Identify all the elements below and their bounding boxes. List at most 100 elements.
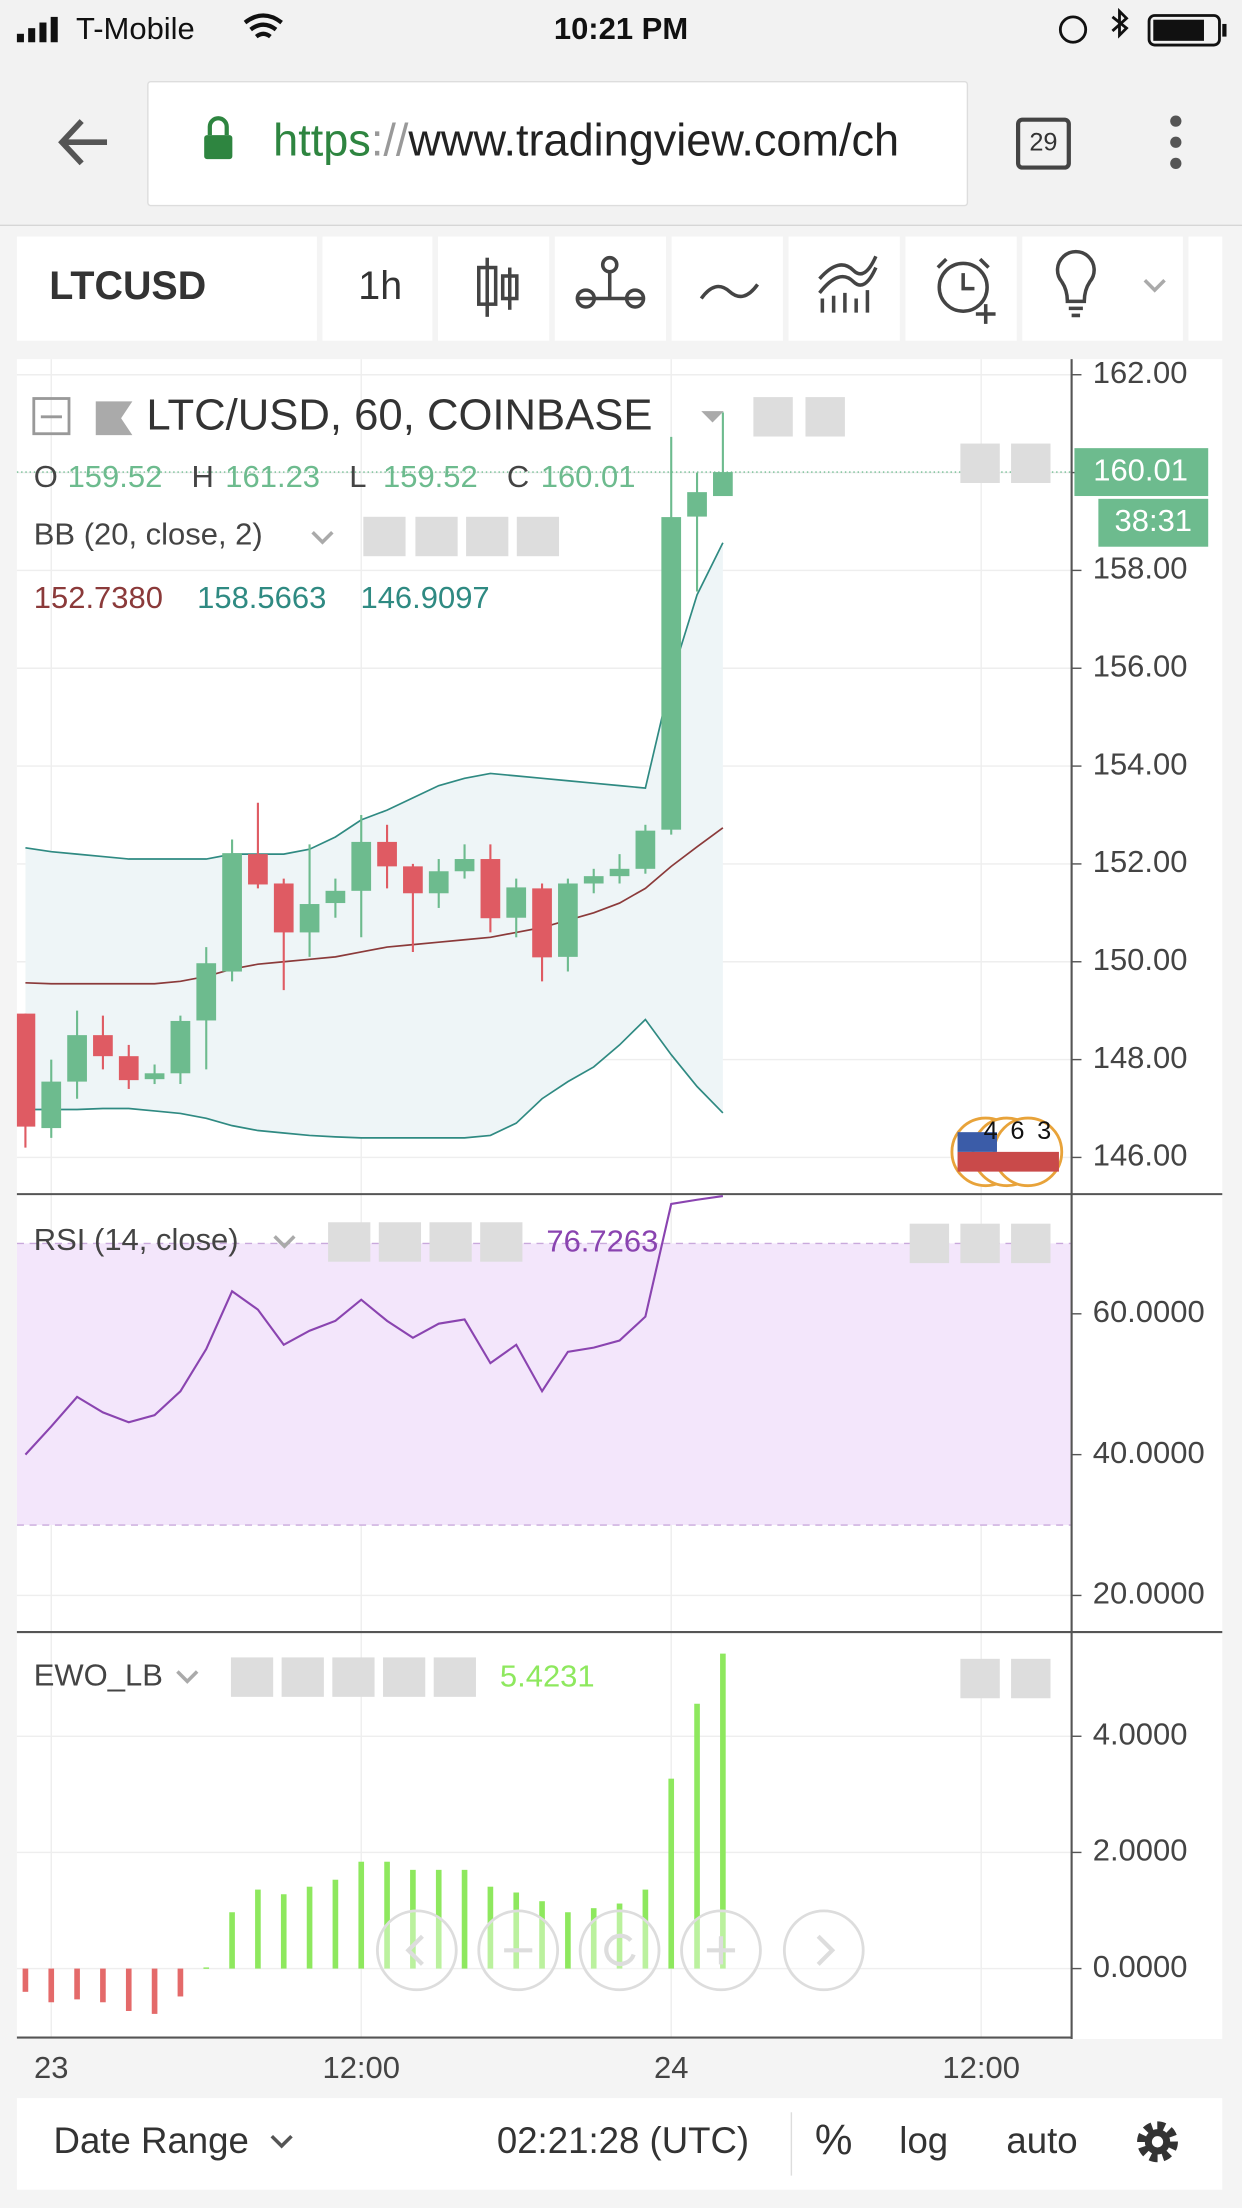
clock: 10:21 PM	[554, 11, 688, 46]
ewo-bar	[280, 1894, 287, 1969]
ohlc-value: 160.01	[541, 459, 636, 494]
ohlc-value: 159.52	[68, 459, 163, 494]
candle-body	[16, 1013, 36, 1127]
menu-button[interactable]	[1170, 115, 1182, 169]
last-price-box	[1074, 448, 1209, 497]
bb-value: 158.5663	[197, 580, 326, 615]
candle-body	[583, 876, 604, 884]
navigation-buttons[interactable]	[375, 1909, 865, 1992]
url-box[interactable]	[147, 80, 969, 207]
bb-lower	[25, 1018, 724, 1139]
battery-tip	[1222, 23, 1227, 37]
ohlc-key: L	[349, 459, 366, 494]
ewo-bar	[461, 1869, 468, 1969]
wifi-icon	[243, 13, 283, 39]
candle-body	[93, 1035, 113, 1057]
ohlc-value: 159.52	[383, 459, 478, 494]
percent-toggle[interactable]: %	[815, 2116, 853, 2163]
lock-rotation-icon	[1058, 15, 1088, 44]
chart-area	[16, 359, 1223, 2040]
candle-body	[273, 883, 294, 933]
ewo-bar	[332, 1879, 339, 1969]
settings-button[interactable]	[1137, 2121, 1178, 2163]
ewo-bar	[255, 1889, 261, 1969]
url-host: www.tradingview.com/ch	[407, 115, 899, 166]
toolbar-icons[interactable]	[477, 249, 1166, 324]
log-toggle[interactable]: log	[899, 2120, 948, 2161]
ewo-bar	[229, 1912, 235, 1969]
candle-body	[41, 1081, 62, 1129]
countdown: 38:31	[1115, 503, 1193, 538]
ewo-bar	[100, 1968, 106, 2003]
x-tick-label: 23	[34, 2050, 68, 2085]
rsi-line	[24, 1195, 724, 1456]
ewo-bar	[694, 1703, 700, 1969]
y-tick-label: 156.00	[1093, 648, 1188, 683]
bb-value: 146.9097	[360, 580, 489, 615]
y-tick-label: 148.00	[1093, 1040, 1188, 1075]
x-tick-label: 24	[654, 2050, 688, 2085]
ewo-bar	[435, 1869, 442, 1969]
date-range-arrow	[270, 2134, 293, 2149]
battery	[1147, 14, 1221, 47]
battery-level	[1153, 19, 1204, 41]
ewo-bar	[22, 1968, 29, 1992]
ewo-bar	[539, 1901, 545, 1969]
y-tick-label: 162.00	[1093, 355, 1188, 390]
flag-canton	[957, 1132, 997, 1152]
back-button[interactable]	[58, 119, 108, 166]
candle-body	[67, 1035, 87, 1082]
collapse-button[interactable]	[32, 397, 71, 436]
ewo-bar	[513, 1892, 520, 1969]
candle-body	[403, 866, 423, 894]
interval[interactable]: 1h	[358, 264, 402, 308]
ohlc-key: O	[34, 459, 58, 494]
date-range[interactable]: Date Range	[54, 2120, 249, 2161]
ewo-bar	[384, 1861, 390, 1969]
ewo-bar	[74, 1968, 80, 2000]
navigation-icons	[405, 1933, 836, 1967]
countdown-box	[1098, 498, 1209, 547]
chart-title: LTC/USD, 60, COINBASE	[146, 391, 652, 440]
candle-body	[222, 853, 242, 972]
utc-clock: 02:21:28 (UTC)	[497, 2120, 749, 2161]
ewo-bar	[668, 1778, 675, 1969]
y-tick-label: 158.00	[1093, 551, 1188, 586]
ohlc-key: H	[192, 459, 214, 494]
url-scheme: https	[273, 115, 371, 166]
legend-dropdowns[interactable]	[176, 531, 334, 1684]
legend-buttons[interactable]	[230, 397, 1051, 1699]
bb-upper	[25, 542, 724, 860]
tabs-button[interactable]	[1015, 117, 1071, 170]
candle-body	[144, 1073, 165, 1080]
candle-body	[325, 890, 346, 904]
candle-body	[118, 1056, 139, 1081]
tab-count: 29	[1029, 128, 1057, 156]
ewo-bar	[642, 1889, 649, 1969]
candle-body	[635, 830, 656, 869]
symbol[interactable]: LTCUSD	[49, 264, 206, 308]
ewo-bar	[177, 1968, 184, 1997]
ewo-bar	[590, 1908, 597, 1969]
candle-body	[713, 472, 733, 497]
dropdown[interactable]	[701, 411, 724, 423]
url: https://www.tradingview.com/ch	[273, 115, 899, 166]
signal	[16, 16, 58, 43]
y-tick-label: 150.00	[1093, 942, 1188, 977]
flag-icon	[95, 401, 133, 436]
x-tick-label: 12:00	[322, 2050, 400, 2085]
candle-body	[506, 887, 527, 918]
ewo-bar	[151, 1968, 158, 2014]
candle-body	[609, 868, 630, 877]
ewo-bar	[565, 1912, 571, 1969]
candle-body	[351, 841, 372, 891]
auto-toggle[interactable]: auto	[1006, 2120, 1077, 2161]
bluetooth-icon	[1111, 7, 1129, 39]
candle-body	[661, 517, 682, 830]
y-tick-label: 146.00	[1093, 1138, 1188, 1173]
ohlc-value: 161.23	[225, 459, 320, 494]
lock-icon	[204, 135, 233, 160]
candle-body	[454, 859, 475, 872]
